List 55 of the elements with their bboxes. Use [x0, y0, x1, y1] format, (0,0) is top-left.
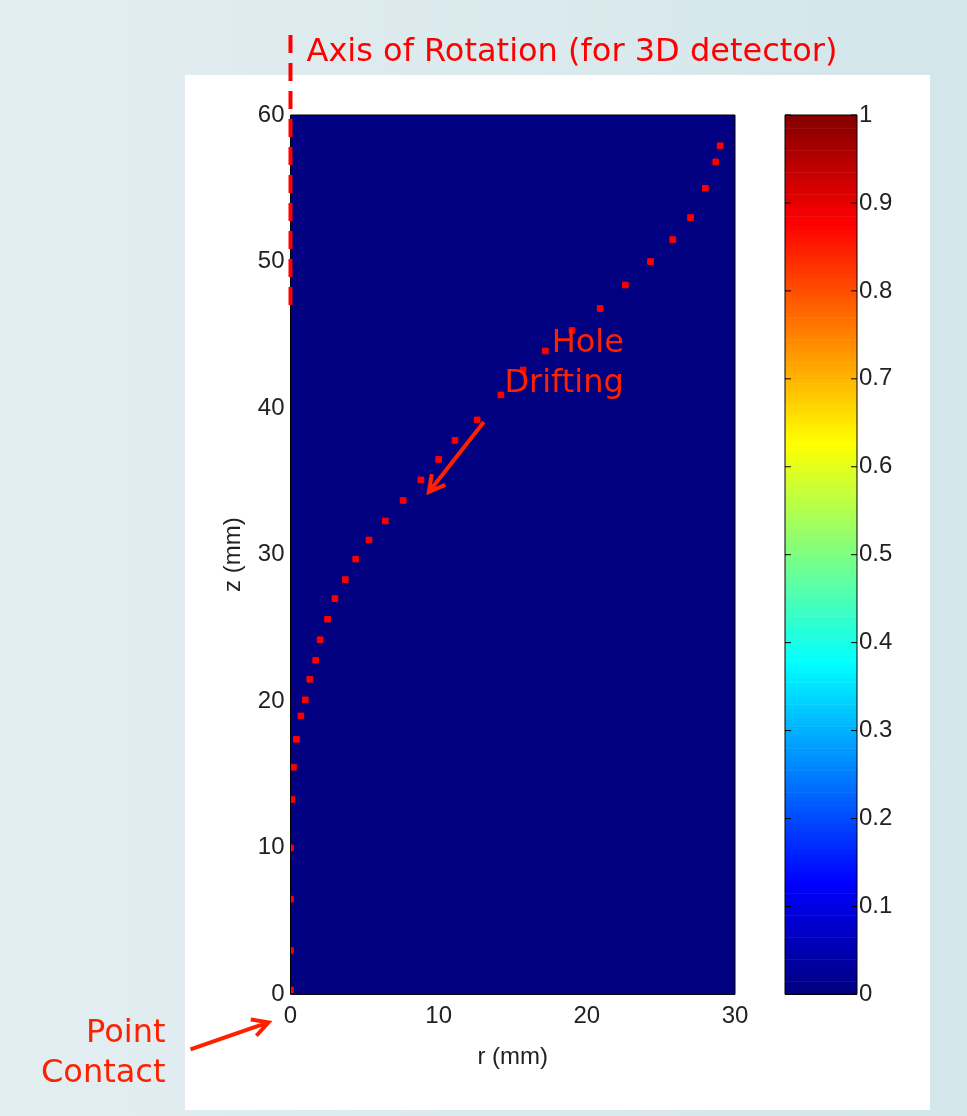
color-bar-label: 0.9	[859, 187, 893, 215]
point	[647, 258, 654, 265]
y-tick-label: 20	[257, 685, 285, 713]
point	[702, 184, 709, 192]
y-tick-label: 40	[257, 392, 285, 420]
point	[331, 595, 339, 602]
color-bar-label: 0.8	[859, 275, 893, 303]
color-bar-label: 0.6	[859, 451, 893, 479]
color-bar-label: 0.4	[859, 627, 893, 655]
point	[497, 391, 505, 399]
point	[382, 517, 389, 525]
color-bar-label: 0.3	[859, 715, 893, 743]
ref-line-label: Axis of Rotation (for 3D detector)	[306, 31, 838, 70]
y-tick-label: 30	[257, 539, 285, 567]
color-bar-label: 0.5	[859, 539, 893, 567]
point	[290, 796, 296, 803]
x-axis-title: r (mm)	[477, 1042, 549, 1070]
point	[716, 142, 724, 150]
point	[306, 675, 314, 683]
point	[297, 712, 305, 720]
point	[290, 763, 297, 771]
x-tick-label: 20	[573, 1001, 601, 1029]
x-tick-label: 30	[721, 1001, 749, 1029]
point	[293, 736, 300, 743]
y-axis-title: z (mm)	[218, 517, 246, 593]
text: Point Contact	[41, 1012, 166, 1091]
point	[352, 555, 360, 563]
point	[435, 456, 442, 463]
point	[399, 497, 407, 504]
point	[687, 214, 694, 221]
x-tick-label: 10	[425, 1001, 453, 1029]
color-bar-label: 0.2	[859, 803, 893, 831]
y-tick-label: 50	[257, 246, 285, 274]
y-tick-label: 60	[257, 99, 285, 127]
point	[324, 615, 331, 623]
point	[596, 305, 604, 312]
point	[473, 416, 481, 424]
y-tick-label: 10	[257, 832, 285, 860]
color-bar-label: 1	[859, 99, 873, 127]
point	[669, 236, 677, 243]
point	[301, 696, 309, 704]
point	[712, 158, 720, 166]
point	[622, 281, 629, 289]
point	[542, 347, 549, 355]
point	[316, 636, 324, 644]
point	[365, 536, 373, 544]
color-bar-label: 0.7	[859, 363, 893, 391]
color-bar-label: 0	[859, 979, 873, 1007]
point	[451, 437, 459, 444]
point	[341, 576, 349, 583]
y-tick-label: 0	[271, 979, 285, 1007]
color-bar-label: 0.1	[859, 891, 893, 919]
point	[312, 656, 320, 664]
annotation: Hole Drifting	[504, 321, 624, 400]
point	[417, 476, 425, 484]
